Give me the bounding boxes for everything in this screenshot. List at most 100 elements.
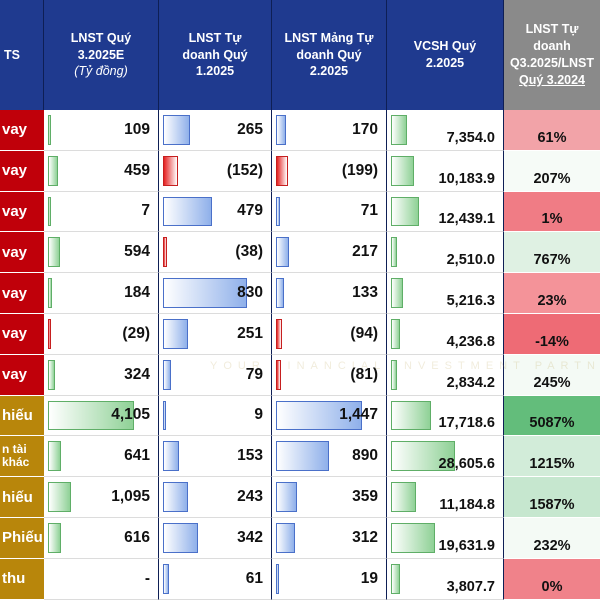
cell-value: 71 (360, 202, 378, 220)
cell-c2: 265 (159, 110, 272, 151)
row-label-text: vay (2, 325, 28, 343)
cell-vcsh: 4,236.8 (387, 313, 504, 355)
data-bar (276, 563, 279, 594)
row-label: Phiếu (0, 517, 44, 559)
row-label: vay (0, 191, 44, 233)
cell-value: 19 (360, 569, 378, 587)
data-bar (163, 482, 188, 512)
cell-value: 251 (237, 324, 263, 342)
cell-value: 459 (124, 161, 150, 179)
cell-pct: 207% (504, 150, 600, 192)
cell-c2: (38) (159, 232, 272, 274)
row-label: n tài khác (0, 436, 44, 478)
cell-c2: 79 (159, 354, 272, 396)
header-line: Q3.2025/LNST (509, 56, 595, 70)
cell-value: 641 (124, 447, 150, 465)
cell-value: 109 (124, 120, 150, 138)
cell-value: 5,216.3 (446, 292, 495, 309)
cell-pct: 23% (504, 273, 600, 314)
cell-value: 312 (352, 528, 378, 546)
cell-value: 10,183.9 (438, 170, 495, 187)
data-bar (48, 522, 61, 553)
cell-value: 79 (245, 365, 263, 383)
cell-c1: 109 (44, 110, 159, 151)
header-underline: Quý 3.2024 (518, 72, 585, 87)
row-label: vay (0, 273, 44, 314)
row-label: hiếu (0, 395, 44, 437)
cell-vcsh: 2,510.0 (387, 232, 504, 274)
pct-value: 207% (533, 170, 571, 187)
cell-vcsh: 10,183.9 (387, 150, 504, 192)
cell-value: (199) (341, 161, 378, 179)
cell-value: 616 (124, 528, 150, 546)
row-label-text: n tài (2, 442, 27, 457)
cell-vcsh: 17,718.6 (387, 395, 504, 437)
cell-value: (152) (226, 161, 263, 179)
data-bar (163, 318, 189, 349)
row-label-text: hiếu (2, 488, 33, 506)
data-bar (163, 522, 198, 553)
data-bar (276, 237, 289, 268)
cell-value: (94) (350, 324, 378, 342)
pct-value: 0% (541, 578, 563, 595)
pct-value: 767% (533, 252, 571, 269)
pct-value: 23% (537, 292, 567, 309)
cell-vcsh: 7,354.0 (387, 110, 504, 151)
data-bar (48, 359, 55, 390)
column-header-3: LNST Mảng Tự doanh Quý 2.2025 (272, 0, 387, 110)
pct-value: 232% (533, 537, 571, 554)
data-bar (48, 115, 51, 145)
cell-c1: 324 (44, 354, 159, 396)
data-bar (48, 441, 62, 472)
cell-pct: 61% (504, 110, 600, 151)
cell-c1: 459 (44, 150, 159, 192)
data-bar (48, 482, 71, 512)
cell-pct: 1215% (504, 436, 600, 478)
row-label: vay (0, 232, 44, 274)
header-line: LNST Tự (188, 30, 242, 45)
cell-value: 1,447 (339, 406, 378, 424)
data-bar (391, 196, 419, 227)
data-bar (276, 196, 281, 227)
cell-c3: (94) (272, 313, 387, 355)
cell-pct: 1% (504, 191, 600, 233)
column-header-2: LNST Tự doanh Quý 1.2025 (159, 0, 272, 110)
data-bar (163, 115, 190, 145)
cell-pct: 767% (504, 232, 600, 274)
cell-vcsh: 19,631.9 (387, 517, 504, 559)
cell-value: 4,236.8 (446, 333, 495, 350)
row-label-text: Phiếu (2, 529, 43, 547)
data-bar (163, 400, 166, 431)
cell-value: - (144, 569, 150, 587)
cell-c1: (29) (44, 313, 159, 355)
column-header-0: TS (0, 0, 44, 110)
cell-value: 153 (237, 447, 263, 465)
cell-c1: 184 (44, 273, 159, 314)
data-bar (276, 400, 362, 431)
cell-value: 170 (352, 120, 378, 138)
row-label-text-2: khác (2, 455, 30, 470)
cell-c1: 594 (44, 232, 159, 274)
header-line: doanh Quý (296, 47, 362, 62)
data-bar (391, 441, 455, 472)
data-bar (391, 115, 408, 145)
cell-value: (38) (235, 243, 263, 261)
cell-pct: 1587% (504, 477, 600, 518)
cell-vcsh: 2,834.2 (387, 354, 504, 396)
cell-c2: 251 (159, 313, 272, 355)
cell-c2: 342 (159, 517, 272, 559)
cell-value: 19,631.9 (438, 537, 495, 554)
cell-c1: 7 (44, 191, 159, 233)
data-bar (391, 563, 400, 594)
cell-value: 133 (352, 284, 378, 302)
cell-c2: 61 (159, 558, 272, 600)
row-label: vay (0, 150, 44, 192)
header-line: 2.2025 (425, 56, 465, 70)
cell-value: 61 (245, 569, 263, 587)
data-bar (276, 522, 295, 553)
cell-vcsh: 11,184.8 (387, 477, 504, 518)
data-bar (163, 359, 171, 390)
cell-c3: 312 (272, 517, 387, 559)
cell-vcsh: 12,439.1 (387, 191, 504, 233)
